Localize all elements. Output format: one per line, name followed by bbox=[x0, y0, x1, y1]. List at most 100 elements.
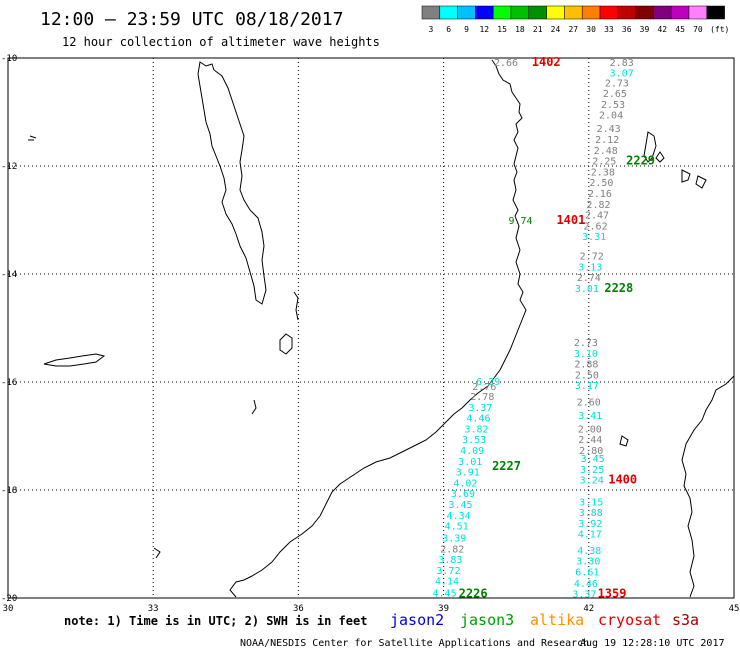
legend-label: 9 bbox=[464, 25, 469, 34]
latitude-tick-label: -10 bbox=[1, 54, 17, 64]
mayotte-island bbox=[681, 169, 691, 183]
wave-height-value: 2.50 bbox=[589, 178, 613, 189]
wave-height-value: 2.72 bbox=[580, 252, 604, 263]
wave-height-value: 3.01 bbox=[575, 284, 599, 295]
wave-height-value: 3.37 bbox=[572, 590, 596, 601]
comoros-island-2 bbox=[655, 151, 665, 163]
legend-label: 3 bbox=[428, 25, 433, 34]
wave-height-value: 3.45 bbox=[581, 454, 605, 465]
legend-label: 27 bbox=[568, 25, 578, 34]
legend-swatch bbox=[617, 5, 636, 20]
river-mark-2 bbox=[28, 135, 37, 141]
latitude-tick-label: -14 bbox=[1, 270, 17, 280]
wave-height-value: 4.38 bbox=[577, 546, 601, 557]
legend-swatch bbox=[492, 5, 512, 20]
satellite-legend: jason2 jason3 altika cryosat s3a bbox=[390, 611, 699, 629]
pass-label: 1359 bbox=[598, 587, 627, 601]
legend-label: 36 bbox=[622, 25, 632, 34]
wave-height-value: 2.38 bbox=[591, 167, 615, 178]
satellite-name-jason2: jason2 bbox=[390, 611, 444, 629]
satellite-name-jason3: jason3 bbox=[460, 611, 514, 629]
latitude-tick-label: -20 bbox=[1, 594, 17, 604]
wave-height-value: 2.00 bbox=[578, 424, 602, 435]
lake-malawi bbox=[197, 61, 267, 305]
wave-height-value: 4.46 bbox=[574, 579, 598, 590]
wave-height-value: 6.61 bbox=[575, 568, 599, 579]
map-subtitle: 12 hour collection of altimeter wave hei… bbox=[62, 35, 380, 49]
legend-swatch bbox=[581, 5, 601, 20]
longitude-tick-label: 33 bbox=[148, 604, 159, 614]
wave-height-value: 3.39 bbox=[442, 534, 466, 545]
pass-label: 1402 bbox=[532, 55, 561, 69]
latitude-tick-label: -18 bbox=[1, 486, 17, 496]
longitude-tick-label: 45 bbox=[729, 604, 740, 614]
wave-height-value: 2.88 bbox=[574, 360, 598, 371]
wave-height-value: 2.80 bbox=[579, 446, 603, 457]
madagascar-islet bbox=[619, 435, 629, 447]
wave-height-value: 4.09 bbox=[460, 446, 484, 457]
wave-height-value: 4.17 bbox=[578, 530, 602, 541]
legend-swatch bbox=[528, 5, 547, 20]
legend-swatch bbox=[475, 5, 494, 20]
legend-swatch bbox=[510, 5, 530, 20]
pass-label: 2228 bbox=[604, 281, 633, 295]
wave-height-value: 3.92 bbox=[578, 519, 602, 530]
lat-lon-grid bbox=[8, 58, 734, 598]
legend-swatch bbox=[599, 5, 619, 20]
axis-tick-labels: 30 33 36 39 42 45 -10 -12 -14 -16 -18 -20 bbox=[1, 54, 739, 614]
legend-label: 42 bbox=[657, 25, 667, 34]
legend-swatch bbox=[653, 5, 672, 20]
wave-height-value: 2.50 bbox=[575, 370, 599, 381]
satellite-name-s3a: s3a bbox=[672, 611, 699, 629]
wave-height-value: 4.51 bbox=[445, 522, 469, 533]
wave-height-value: 4.02 bbox=[453, 478, 477, 489]
wave-height-value: 3.45 bbox=[448, 500, 472, 511]
plot-frame bbox=[7, 57, 735, 599]
wave-height-value: 4.46 bbox=[466, 414, 490, 425]
wave-height-value: 4.14 bbox=[435, 577, 459, 588]
legend-label: 18 bbox=[515, 25, 525, 34]
legend-label: 45 bbox=[675, 25, 685, 34]
river-mark-1 bbox=[293, 291, 299, 321]
wave-height-value: 2.43 bbox=[597, 124, 621, 135]
wave-height-value: 2.82 bbox=[586, 200, 610, 211]
wave-height-value: 3.69 bbox=[451, 489, 475, 500]
wave-height-value: 2.74 bbox=[577, 273, 601, 284]
legend-label: 12 bbox=[479, 25, 489, 34]
legend-label: (ft) bbox=[710, 25, 729, 34]
wave-height-value: 2.48 bbox=[594, 146, 618, 157]
longitude-tick-label: 30 bbox=[3, 604, 14, 614]
wave-height-value: 3.01 bbox=[458, 457, 482, 468]
longitude-tick-label: 36 bbox=[293, 604, 304, 614]
longitude-tick-label: 39 bbox=[438, 604, 449, 614]
legend-swatch bbox=[564, 5, 583, 20]
wave-height-value: 2.65 bbox=[603, 89, 627, 100]
pass-label: 2226 bbox=[459, 587, 488, 601]
legend-label: 21 bbox=[533, 25, 543, 34]
wave-height-value: 2.82 bbox=[440, 544, 464, 555]
pass-label: 1401 bbox=[556, 213, 585, 227]
wave-height-value: 2.73 bbox=[574, 338, 598, 349]
river-mark-3 bbox=[251, 399, 257, 415]
pass-labels: 1402 2229 1401 2228 2227 1400 1359 2226 bbox=[459, 55, 655, 601]
legend-swatch bbox=[457, 5, 476, 20]
wave-height-value: 2.44 bbox=[578, 435, 602, 446]
legend-label: 70 bbox=[693, 25, 703, 34]
wave-height-value: 2.12 bbox=[595, 135, 619, 146]
wave-height-value: 2.66 bbox=[494, 58, 518, 69]
wave-height-value: 4.34 bbox=[447, 511, 471, 522]
legend-label: 15 bbox=[497, 25, 507, 34]
legend-swatch bbox=[439, 5, 458, 20]
comoros-island bbox=[643, 131, 657, 163]
map-title: 12:00 – 23:59 UTC 08/18/2017 bbox=[40, 9, 343, 30]
wave-height-value: 3.30 bbox=[576, 557, 600, 568]
african-coastline bbox=[229, 59, 527, 598]
legend-swatch bbox=[635, 5, 654, 20]
wave-height-value: 2.83 bbox=[610, 58, 634, 69]
wave-height-value: 2.25 bbox=[592, 157, 616, 168]
legend-swatch bbox=[670, 5, 690, 20]
wave-height-value: 2.04 bbox=[599, 111, 623, 122]
madagascar-coastline bbox=[681, 375, 735, 598]
pass-label: 2229 bbox=[626, 154, 655, 168]
